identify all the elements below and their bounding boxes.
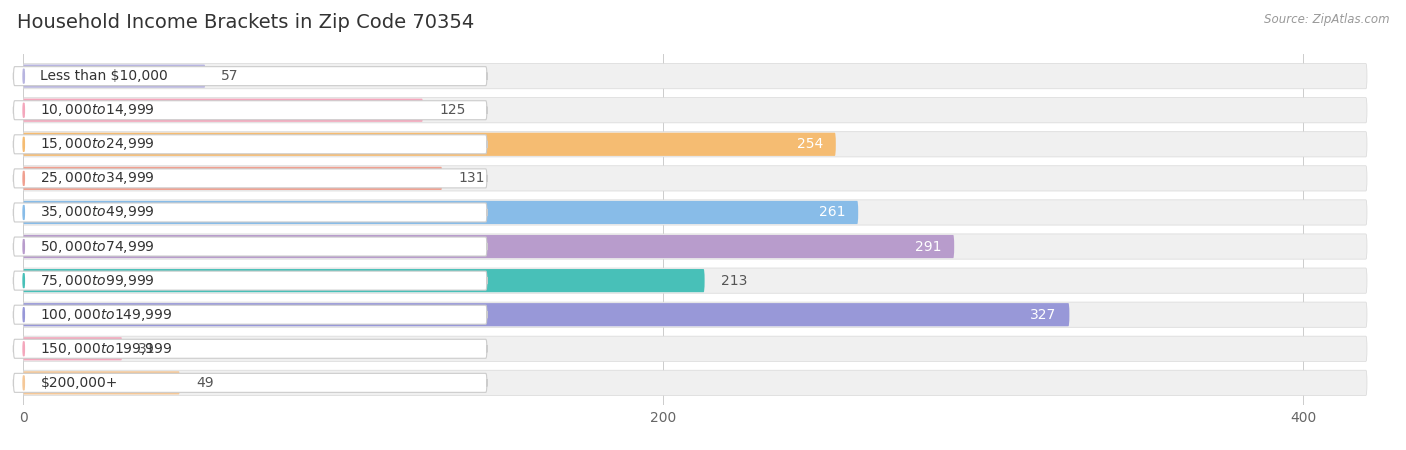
Text: $50,000 to $74,999: $50,000 to $74,999	[41, 238, 155, 255]
FancyBboxPatch shape	[14, 169, 486, 188]
FancyBboxPatch shape	[14, 237, 486, 256]
FancyBboxPatch shape	[22, 132, 1367, 157]
Text: $200,000+: $200,000+	[41, 376, 118, 390]
FancyBboxPatch shape	[14, 305, 486, 324]
Text: $25,000 to $34,999: $25,000 to $34,999	[41, 171, 155, 186]
Text: 131: 131	[458, 171, 485, 185]
Text: Source: ZipAtlas.com: Source: ZipAtlas.com	[1264, 14, 1389, 27]
FancyBboxPatch shape	[22, 201, 858, 224]
Text: $10,000 to $14,999: $10,000 to $14,999	[41, 102, 155, 118]
FancyBboxPatch shape	[22, 235, 955, 258]
FancyBboxPatch shape	[22, 167, 443, 190]
FancyBboxPatch shape	[22, 133, 835, 156]
Text: $100,000 to $149,999: $100,000 to $149,999	[41, 307, 173, 323]
FancyBboxPatch shape	[22, 336, 1367, 361]
Text: 327: 327	[1031, 308, 1056, 322]
FancyBboxPatch shape	[22, 302, 1367, 327]
FancyBboxPatch shape	[14, 203, 486, 222]
Text: 254: 254	[797, 137, 823, 151]
FancyBboxPatch shape	[22, 337, 122, 360]
Text: 31: 31	[138, 342, 156, 356]
FancyBboxPatch shape	[22, 371, 180, 395]
Text: Less than $10,000: Less than $10,000	[41, 69, 169, 83]
FancyBboxPatch shape	[14, 271, 486, 290]
FancyBboxPatch shape	[14, 101, 486, 120]
FancyBboxPatch shape	[22, 200, 1367, 225]
Text: $75,000 to $99,999: $75,000 to $99,999	[41, 273, 155, 288]
FancyBboxPatch shape	[22, 269, 704, 292]
FancyBboxPatch shape	[14, 135, 486, 154]
FancyBboxPatch shape	[22, 303, 1070, 326]
Text: $15,000 to $24,999: $15,000 to $24,999	[41, 136, 155, 152]
Text: 213: 213	[721, 274, 747, 288]
FancyBboxPatch shape	[22, 234, 1367, 259]
Text: 57: 57	[221, 69, 239, 83]
FancyBboxPatch shape	[22, 98, 1367, 123]
Text: 49: 49	[195, 376, 214, 390]
FancyBboxPatch shape	[22, 166, 1367, 191]
FancyBboxPatch shape	[14, 339, 486, 358]
Text: $150,000 to $199,999: $150,000 to $199,999	[41, 341, 173, 357]
FancyBboxPatch shape	[22, 63, 1367, 89]
Text: $35,000 to $49,999: $35,000 to $49,999	[41, 204, 155, 220]
FancyBboxPatch shape	[22, 64, 205, 88]
FancyBboxPatch shape	[22, 370, 1367, 396]
FancyBboxPatch shape	[22, 268, 1367, 293]
FancyBboxPatch shape	[22, 99, 423, 122]
Text: 125: 125	[439, 103, 465, 117]
FancyBboxPatch shape	[14, 67, 486, 86]
FancyBboxPatch shape	[14, 374, 486, 392]
Text: 291: 291	[915, 239, 942, 253]
Text: Household Income Brackets in Zip Code 70354: Household Income Brackets in Zip Code 70…	[17, 14, 474, 32]
Text: 261: 261	[818, 206, 845, 220]
